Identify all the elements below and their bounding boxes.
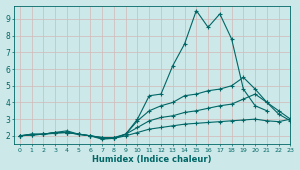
X-axis label: Humidex (Indice chaleur): Humidex (Indice chaleur) (92, 155, 212, 164)
